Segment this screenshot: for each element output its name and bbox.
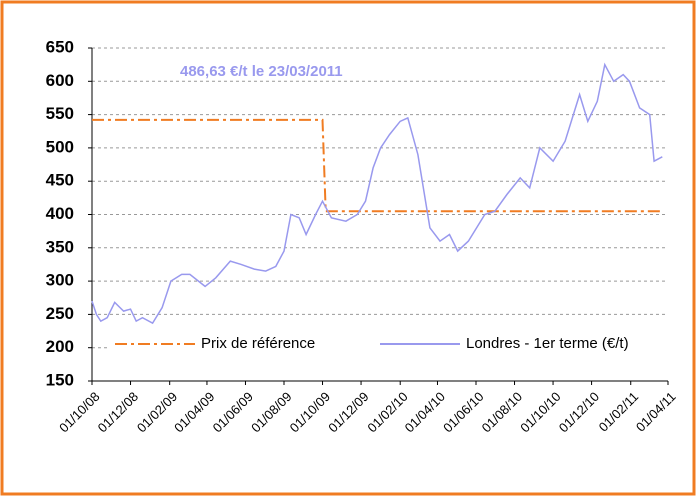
y-tick-label: 250 xyxy=(46,304,74,323)
legend-label: Prix de référence xyxy=(201,335,315,352)
annotation: 486,63 €/t le 23/03/2011 xyxy=(180,63,343,80)
y-tick-label: 350 xyxy=(46,237,74,256)
legend-label: Londres - 1er terme (€/t) xyxy=(466,335,629,352)
y-tick-label: 200 xyxy=(46,337,74,356)
y-tick-label: 150 xyxy=(46,370,74,389)
y-tick-label: 400 xyxy=(46,204,74,223)
y-tick-label: 500 xyxy=(46,137,74,156)
y-tick-label: 550 xyxy=(46,104,74,123)
y-tick-label: 600 xyxy=(46,71,74,90)
y-tick-label: 650 xyxy=(46,37,74,56)
y-tick-label: 300 xyxy=(46,271,74,290)
line xyxy=(91,62,663,325)
y-tick-label: 450 xyxy=(46,171,74,190)
